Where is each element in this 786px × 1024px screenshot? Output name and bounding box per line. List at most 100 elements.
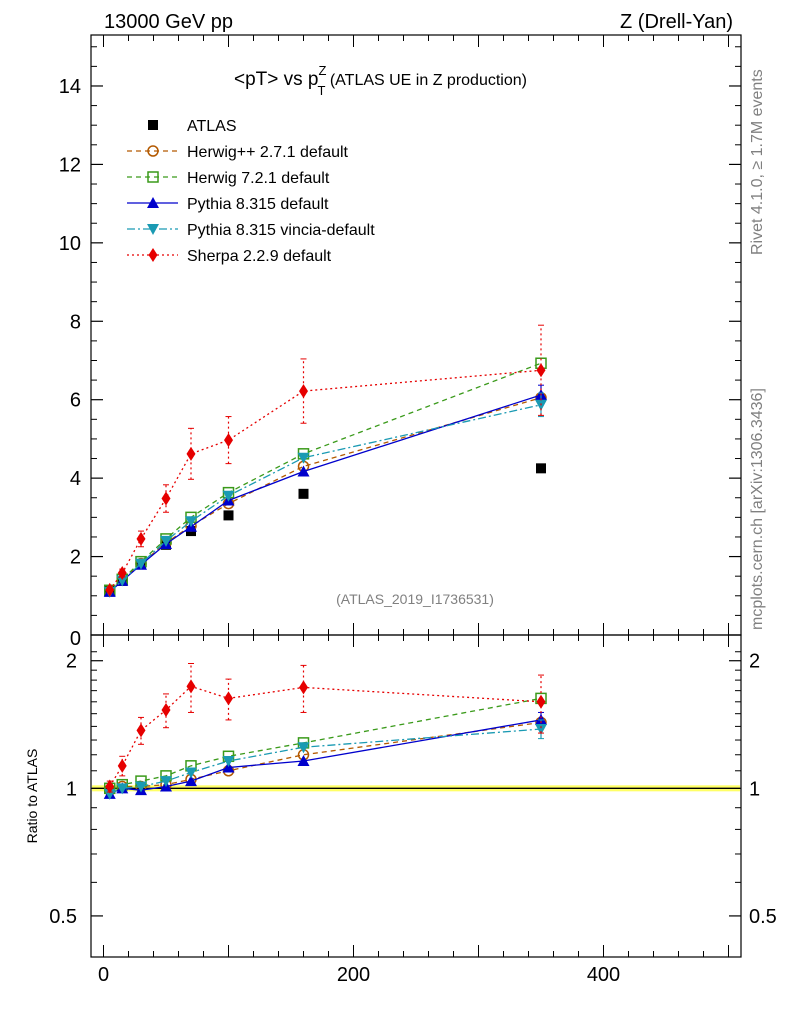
title-prefix: <pT> vs p: [234, 69, 319, 90]
analysis-id-watermark: (ATLAS_2019_I1736531): [336, 591, 494, 607]
legend-marker: [148, 120, 158, 130]
ratio-sherpa-2-2-9-default-point: [105, 779, 115, 794]
ratio-axis-label: Ratio to ATLAS: [24, 749, 40, 844]
legend-marker: [147, 171, 159, 183]
main-ytick-label-zero: 0: [70, 628, 81, 650]
title-superscript: Z: [319, 63, 327, 78]
ratio-ytick-label: 0.5: [49, 906, 77, 928]
legend-marker: [147, 224, 159, 235]
main-ytick-label: 6: [70, 390, 81, 412]
legend-marker: [147, 197, 159, 208]
ratio-pythia-8-315-vincia-default-point: [222, 756, 235, 768]
ratio-ytick-label: 1: [66, 778, 77, 800]
main-herwig-7-2-1-default-line: [109, 362, 542, 591]
main-sherpa-2-2-9-default-point: [536, 363, 546, 378]
ratio-ytick-label-right: 2: [749, 651, 760, 673]
main-pythia-8-315-vincia-default-series: [103, 392, 547, 598]
ratio-ytick-label-right: 0.5: [749, 906, 777, 928]
ratio-sherpa-2-2-9-default-point: [136, 723, 146, 738]
legend: ATLAS Herwig++ 2.7.1 default Herwig 7.2.1 …: [127, 118, 375, 265]
legend-label: Pythia 8.315 vincia-default: [187, 222, 375, 239]
legend-marker: [148, 248, 158, 262]
xtick-label: 200: [337, 964, 370, 986]
main-sherpa-2-2-9-default-series: [105, 324, 546, 597]
ratio-sherpa-2-2-9-default-point: [186, 679, 196, 694]
legend-label: Herwig 7.2.1 default: [187, 170, 330, 187]
ratio-pythia-8-315-vincia-default-point: [185, 767, 197, 779]
main-ytick-label: 2: [70, 547, 81, 569]
legend-item: ATLAS: [148, 118, 237, 135]
main-pythia-8-315-vincia-default-point: [297, 452, 310, 464]
main-sherpa-2-2-9-default-point: [186, 446, 196, 461]
ratio-sherpa-2-2-9-default-line: [109, 685, 542, 787]
mcplots-reference-label: mcplots.cern.ch [arXiv:1306.3436]: [749, 388, 766, 630]
legend-label: Herwig++ 2.7.1 default: [187, 144, 349, 161]
main-sherpa-2-2-9-default-line: [109, 369, 542, 591]
main-pythia-8-315-vincia-default-point: [116, 575, 129, 587]
main-ytick-label: 8: [70, 311, 81, 333]
main-herwig-7-2-1-default-series: [104, 357, 547, 597]
title-suffix: (ATLAS UE in Z production): [325, 72, 527, 89]
main-pythia-8-315-default-line: [109, 394, 542, 593]
ratio-sherpa-2-2-9-default-point: [536, 694, 546, 709]
main-plot-title: <pT> vs pZ T (ATLAS UE in Z production): [234, 63, 527, 98]
main-herwig-2-7-1-default-line: [109, 397, 542, 592]
ratio-ytick-label-right: 1: [749, 778, 760, 800]
main-atlas-series: [104, 463, 546, 596]
main-atlas-point: [223, 510, 234, 521]
legend-item: Herwig++ 2.7.1 default: [127, 144, 349, 161]
main-sherpa-2-2-9-default-point: [136, 531, 146, 546]
main-atlas-point: [298, 488, 309, 499]
ratio-pythia-8-315-default-point: [297, 755, 310, 767]
ratio-herwig-7-2-1-default-series: [104, 692, 547, 795]
main-sherpa-2-2-9-default-point: [117, 566, 127, 581]
legend-label: Pythia 8.315 default: [187, 196, 329, 213]
ratio-herwig-2-7-1-default-series: [104, 716, 547, 796]
ratio-sherpa-2-2-9-default-series: [105, 663, 546, 794]
ratio-pythia-8-315-vincia-default-point: [116, 783, 129, 795]
ratio-ytick-label: 2: [66, 651, 77, 673]
main-pythia-8-315-vincia-default-point: [160, 535, 172, 547]
main-ytick-label: 12: [59, 154, 81, 176]
ratio-herwig-2-7-1-default-line: [109, 721, 542, 791]
main-ytick-label: 4: [70, 468, 81, 490]
main-herwig-2-7-1-default-series: [104, 391, 547, 597]
ratio-pythia-8-315-vincia-default-point: [160, 776, 172, 788]
legend-item: Herwig 7.2.1 default: [127, 170, 330, 187]
main-ytick-label: 10: [59, 233, 81, 255]
legend-item: Pythia 8.315 default: [127, 196, 329, 213]
main-pythia-8-315-vincia-default-point: [185, 516, 197, 528]
main-ytick-label: 14: [59, 76, 81, 98]
ratio-sherpa-2-2-9-default-point: [161, 703, 171, 718]
ratio-pythia-8-315-default-point: [185, 775, 197, 787]
ratio-pythia-8-315-vincia-default-point: [135, 781, 147, 793]
ratio-pythia-8-315-vincia-default-series: [103, 719, 547, 800]
title-subscript: T: [317, 83, 325, 98]
main-atlas-point: [536, 463, 546, 474]
main-pythia-8-315-vincia-default-line: [109, 404, 542, 593]
legend-item: Sherpa 2.2.9 default: [127, 248, 332, 265]
rivet-version-label: Rivet 4.1.0, ≥ 1.7M events: [749, 69, 766, 255]
ratio-reference-band: [92, 785, 740, 792]
ratio-sherpa-2-2-9-default-point: [117, 758, 127, 773]
xtick-label: 0: [98, 964, 109, 986]
legend-item: Pythia 8.315 vincia-default: [127, 222, 375, 239]
main-pythia-8-315-vincia-default-point: [135, 558, 147, 570]
ratio-sherpa-2-2-9-default-point: [224, 691, 233, 706]
main-sherpa-2-2-9-default-point: [224, 433, 233, 448]
header-left-label: 13000 GeV pp: [104, 11, 233, 33]
xtick-label: 400: [587, 964, 620, 986]
main-sherpa-2-2-9-default-point: [105, 582, 115, 597]
ratio-pythia-8-315-vincia-default-point: [535, 724, 547, 736]
main-pythia-8-315-vincia-default-point: [222, 490, 235, 502]
series-layer: [103, 324, 547, 800]
legend-marker: [147, 145, 159, 157]
ratio-plot-frame: [90, 634, 742, 958]
legend-label: ATLAS: [187, 118, 237, 135]
ratio-herwig-7-2-1-default-line: [109, 697, 542, 789]
ratio-sherpa-2-2-9-default-point: [299, 680, 308, 695]
main-sherpa-2-2-9-default-point: [161, 491, 171, 506]
main-pythia-8-315-default-point: [297, 465, 310, 477]
